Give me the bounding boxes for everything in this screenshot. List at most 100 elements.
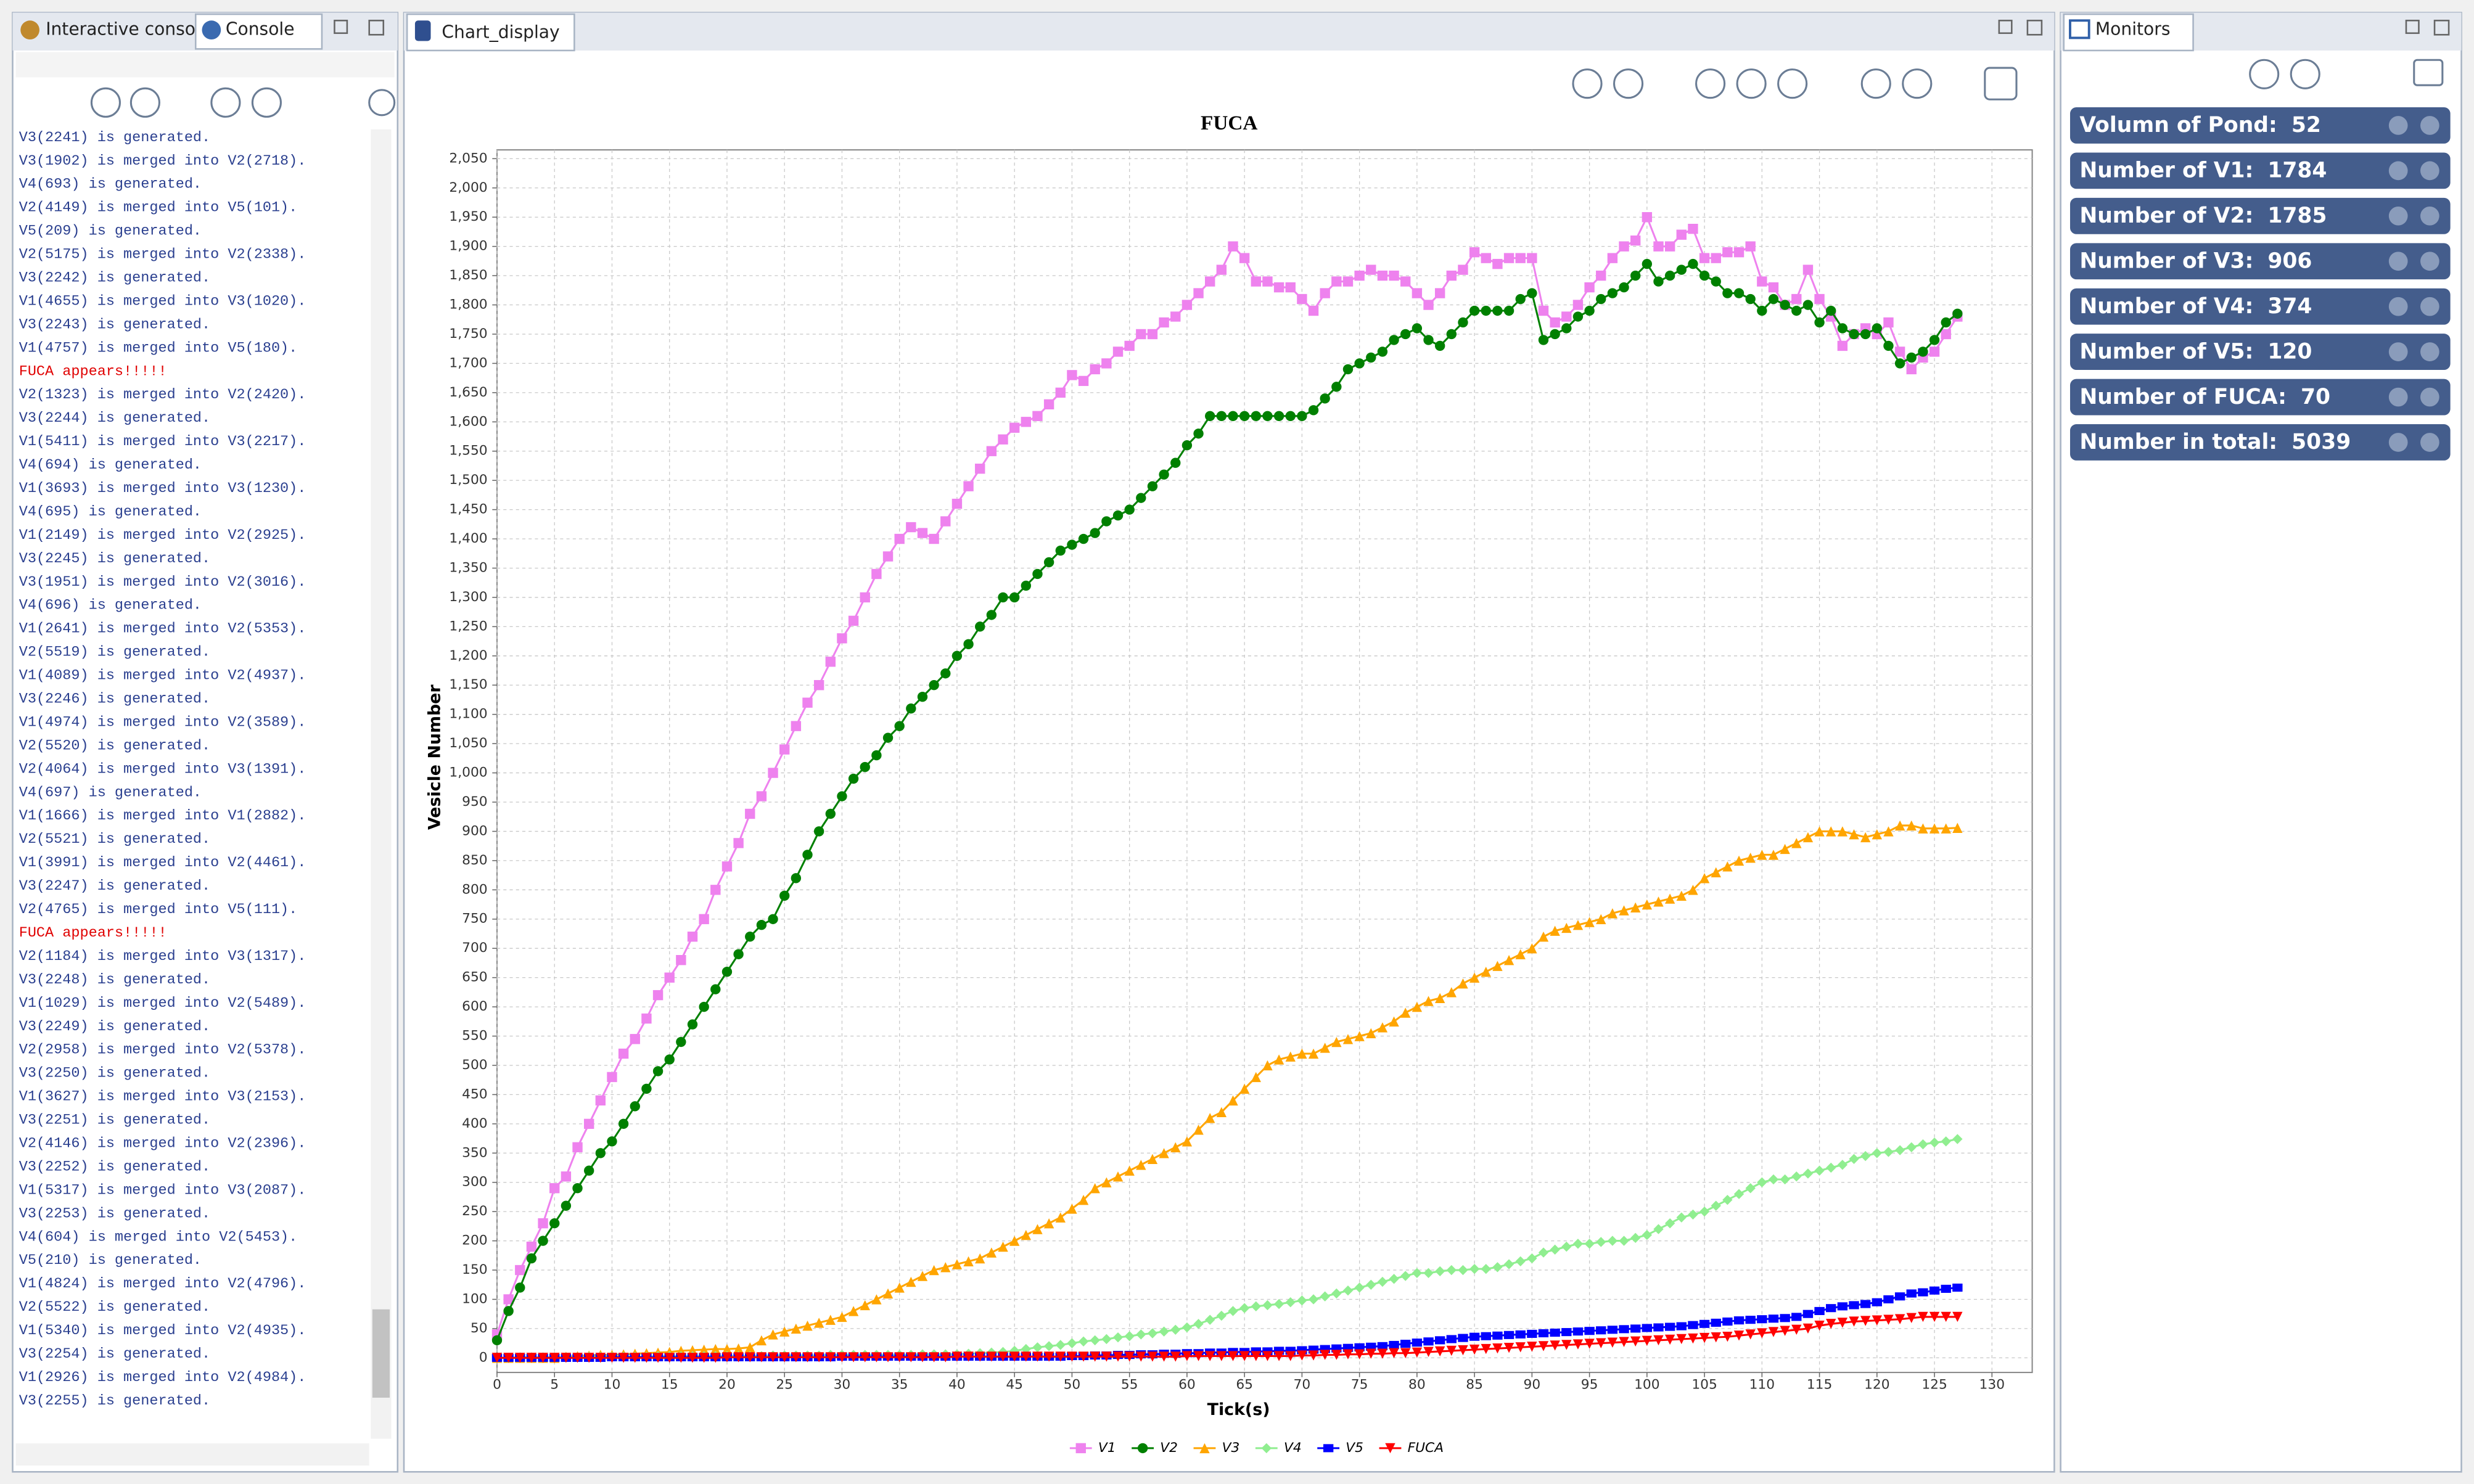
x-tick-label: 90 (1524, 1377, 1541, 1393)
marker (1273, 411, 1284, 421)
marker (1883, 317, 1894, 328)
monitor-close[interactable] (2420, 161, 2439, 181)
marker (1075, 1443, 1086, 1454)
marker (1918, 1311, 1928, 1322)
monitor-close[interactable] (2420, 206, 2439, 226)
y-tick-label: 900 (462, 823, 487, 838)
marker (1768, 850, 1779, 860)
monitor-close[interactable] (2420, 297, 2439, 316)
marker (1446, 1345, 1457, 1356)
monitor-button[interactable] (2413, 59, 2444, 86)
clear-button[interactable] (368, 89, 396, 117)
maximize-button[interactable] (2026, 20, 2043, 36)
zoom-out-button[interactable] (1777, 68, 1808, 99)
marker (1251, 1072, 1261, 1083)
scrollbar-thumb[interactable] (372, 1309, 390, 1398)
marker (1941, 317, 1951, 328)
marker (1711, 1318, 1721, 1327)
h-scrollbar[interactable] (15, 1443, 369, 1466)
monitor-pause[interactable] (2388, 387, 2408, 407)
marker (1527, 1253, 1537, 1264)
maximize-button[interactable] (2433, 20, 2450, 36)
pause-button[interactable] (2249, 59, 2280, 89)
marker (1308, 405, 1319, 416)
marker (779, 890, 790, 901)
marker (1722, 861, 1733, 872)
minimize-button[interactable] (2405, 20, 2420, 35)
marker (721, 861, 733, 872)
y-tick-label: 1,700 (449, 355, 487, 371)
marker (1067, 1351, 1077, 1362)
marker (1802, 1310, 1814, 1318)
marker (699, 1344, 709, 1355)
marker (710, 885, 721, 895)
y-tick-label: 2,050 (449, 150, 487, 166)
marker (526, 1253, 537, 1264)
marker (1596, 293, 1606, 305)
scrollbar[interactable] (371, 129, 392, 1439)
fullscreen-button[interactable] (1902, 68, 1933, 99)
monitor-pause[interactable] (2388, 297, 2408, 316)
marker (1308, 1350, 1319, 1361)
monitor-pause[interactable] (2388, 433, 2408, 452)
pause-button[interactable] (1572, 68, 1603, 99)
refresh-button[interactable] (2290, 59, 2320, 89)
console-line: V4(696) is generated. (19, 597, 202, 614)
tab-interactive-console[interactable]: Interactive console (46, 19, 211, 39)
marker (1147, 329, 1158, 340)
marker (1193, 1125, 1204, 1135)
marker (1170, 1351, 1181, 1362)
monitor-close[interactable] (2420, 387, 2439, 407)
monitor-bar (2069, 424, 2451, 461)
marker (1492, 1343, 1503, 1354)
minimize-button[interactable] (1998, 20, 2013, 35)
marker (733, 1352, 744, 1363)
marker (641, 1083, 652, 1094)
fit-button[interactable] (1736, 68, 1767, 99)
refresh-button[interactable] (1613, 68, 1644, 99)
marker (1228, 1351, 1238, 1361)
marker (1630, 235, 1641, 246)
marker (1285, 1351, 1296, 1361)
monitor-pause[interactable] (2388, 342, 2408, 361)
marker (1297, 411, 1307, 421)
monitor-close[interactable] (2420, 433, 2439, 452)
tab-active (406, 13, 575, 52)
monitor-pause[interactable] (2388, 252, 2408, 271)
y-tick-label: 1,200 (449, 648, 487, 663)
monitor-pause[interactable] (2388, 116, 2408, 135)
marker (837, 791, 847, 801)
monitor-close[interactable] (2420, 342, 2439, 361)
pause-button[interactable] (210, 87, 241, 118)
monitor-close[interactable] (2420, 252, 2439, 271)
tab-monitors[interactable]: Monitors (2095, 19, 2171, 39)
marker (652, 1353, 664, 1363)
snapshot-button[interactable] (1860, 68, 1891, 99)
maximize-button[interactable] (368, 20, 385, 36)
zoom-in-button[interactable] (1695, 68, 1726, 99)
marker (1101, 1334, 1112, 1345)
marker (756, 920, 767, 930)
marker (779, 1326, 790, 1337)
refresh-button[interactable] (251, 87, 282, 118)
tab-console[interactable]: Console (226, 19, 295, 39)
monitor-close[interactable] (2420, 116, 2439, 135)
monitor-bar (2069, 288, 2451, 325)
marker (1894, 1292, 1905, 1301)
console-line: V3(2245) is generated. (19, 551, 210, 567)
minimize-button[interactable] (334, 20, 348, 35)
marker (1147, 1328, 1158, 1338)
monitor-pause[interactable] (2388, 206, 2408, 226)
options-button[interactable] (1984, 67, 2018, 100)
marker (940, 668, 951, 679)
marker (1297, 1295, 1307, 1306)
marker (733, 838, 744, 848)
marker (1090, 1183, 1100, 1194)
monitor-pause[interactable] (2388, 161, 2408, 181)
marker (1377, 1022, 1388, 1033)
marker (975, 1351, 985, 1362)
toolbar-button[interactable] (129, 87, 160, 118)
tab-chart-display[interactable]: Chart_display (442, 22, 559, 43)
marker (1090, 1335, 1100, 1346)
toolbar-button[interactable] (90, 87, 121, 118)
